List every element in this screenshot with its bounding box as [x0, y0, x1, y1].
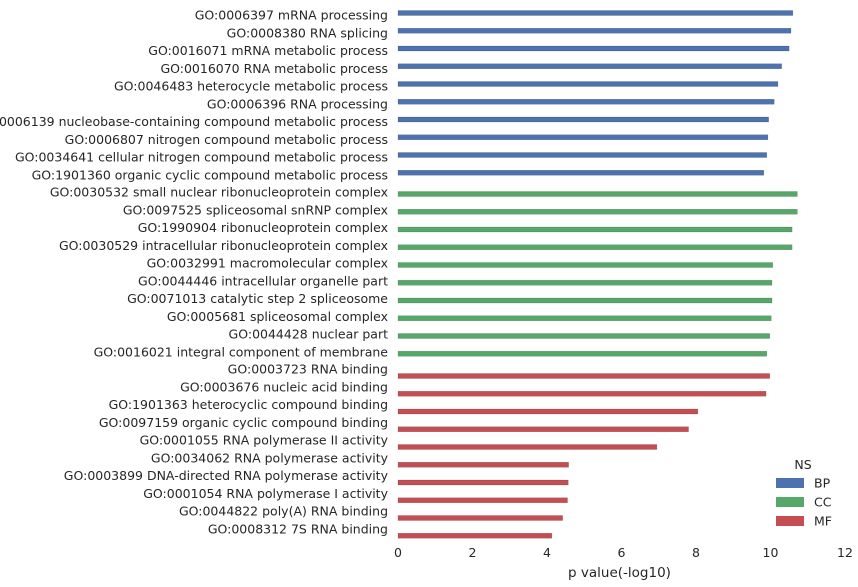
bar-cc	[397, 262, 773, 268]
x-tick-label: 0	[394, 545, 402, 560]
category-labels: GO:0006397 mRNA processing GO:0008380 RNA…	[0, 8, 389, 537]
bar-cc	[397, 209, 798, 215]
x-tick-label: 12	[837, 545, 853, 560]
x-axis-ticks: 0 2 4 6 8 10 12	[394, 545, 853, 560]
legend-label-mf: MF	[814, 514, 832, 529]
category-label: GO:0034062 RNA polymerase activity	[151, 450, 389, 465]
category-label: GO:0046483 heterocycle metabolic process	[114, 79, 388, 94]
bar-bp	[397, 116, 769, 123]
bar-cc	[397, 191, 798, 197]
bar-bp	[397, 134, 769, 140]
legend-label-bp: BP	[814, 476, 831, 491]
category-label: GO:0006396 RNA processing	[207, 96, 388, 111]
x-tick-label: 6	[618, 545, 626, 560]
category-label: GO:0005681 spliceosomal complex	[167, 309, 388, 324]
category-label: GO:1901363 heterocyclic compound binding	[109, 397, 388, 412]
category-label: GO:0071013 catalytic step 2 spliceosome	[127, 291, 388, 306]
x-tick-label: 2	[469, 545, 477, 560]
bar-mf	[397, 462, 569, 468]
bar-mf	[397, 444, 658, 450]
bar-bp	[397, 170, 765, 176]
category-label: GO:1990904 ribonucleoprotein complex	[138, 220, 388, 235]
category-label: GO:0044428 nuclear part	[229, 327, 389, 342]
category-label: GO:0030529 intracellular ribonucleoprote…	[59, 238, 388, 253]
bar-mf	[397, 373, 771, 379]
category-label: GO:0030532 small nuclear ribonucleoprote…	[50, 185, 388, 200]
category-label: GO:0016070 RNA metabolic process	[160, 61, 388, 76]
category-label: GO:0034641 cellular nitrogen compound me…	[15, 150, 388, 165]
category-label: GO:0097525 spliceosomal snRNP complex	[123, 202, 388, 217]
category-label: GO:0008380 RNA splicing	[227, 25, 388, 40]
category-label: GO:0003723 RNA binding	[228, 362, 388, 377]
bar-bp	[397, 81, 779, 87]
bar-bp	[397, 152, 768, 158]
category-label: GO:1901360 organic cyclic compound metab…	[32, 167, 388, 182]
x-tick-label: 4	[543, 545, 551, 560]
bar-cc	[397, 297, 773, 304]
legend-label-cc: CC	[814, 495, 832, 510]
x-axis-title: p value(-log10)	[568, 565, 671, 581]
bar-bp	[397, 99, 775, 105]
bar-bp	[397, 28, 792, 34]
category-label: GO:0008312 7S RNA binding	[208, 521, 388, 536]
bar-mf	[397, 426, 689, 432]
bar-cc	[397, 226, 793, 233]
category-label: GO:0032991 macromolecular complex	[147, 256, 388, 271]
legend: NS BP CC MF	[776, 457, 832, 529]
bars-group	[397, 10, 798, 539]
bar-cc	[397, 280, 773, 286]
bar-mf	[397, 497, 568, 503]
category-label: GO:0003676 nucleic acid binding	[180, 379, 388, 394]
bar-cc	[397, 315, 772, 321]
bar-bp	[397, 45, 790, 52]
category-label: GO:0001054 RNA polymerase I activity	[143, 486, 388, 501]
bar-mf	[397, 515, 563, 521]
category-label: GO:0006807 nitrogen compound metabolic p…	[65, 132, 388, 147]
x-tick-label: 10	[763, 545, 779, 560]
bar-mf	[397, 391, 767, 397]
category-label: GO:0003899 DNA-directed RNA polymerase a…	[64, 468, 389, 483]
legend-swatch-mf	[776, 516, 804, 526]
bar-mf	[397, 533, 553, 539]
category-label: GO:0044446 intracellular organelle part	[138, 273, 388, 288]
x-tick-label: 8	[692, 545, 700, 560]
bar-cc	[397, 351, 768, 357]
legend-title: NS	[794, 457, 811, 472]
bar-bp	[397, 63, 782, 69]
bar-mf	[397, 408, 699, 415]
category-label: GO:0044822 poly(A) RNA binding	[179, 504, 388, 519]
bar-bp	[397, 10, 794, 16]
legend-swatch-bp	[776, 478, 804, 488]
category-label: GO:0016071 mRNA metabolic process	[148, 43, 388, 58]
category-label: GO:0097159 organic cyclic compound bindi…	[99, 415, 388, 430]
category-label: GO:0001055 RNA polymerase II activity	[140, 433, 389, 448]
bar-cc	[397, 333, 771, 339]
bar-cc	[397, 244, 793, 250]
category-label: GO:0006139 nucleobase-containing compoun…	[0, 114, 388, 129]
category-label: GO:0006397 mRNA processing	[195, 8, 388, 23]
category-label: GO:0016021 integral component of membran…	[94, 344, 389, 359]
bar-mf	[397, 479, 569, 486]
legend-swatch-cc	[776, 497, 804, 507]
